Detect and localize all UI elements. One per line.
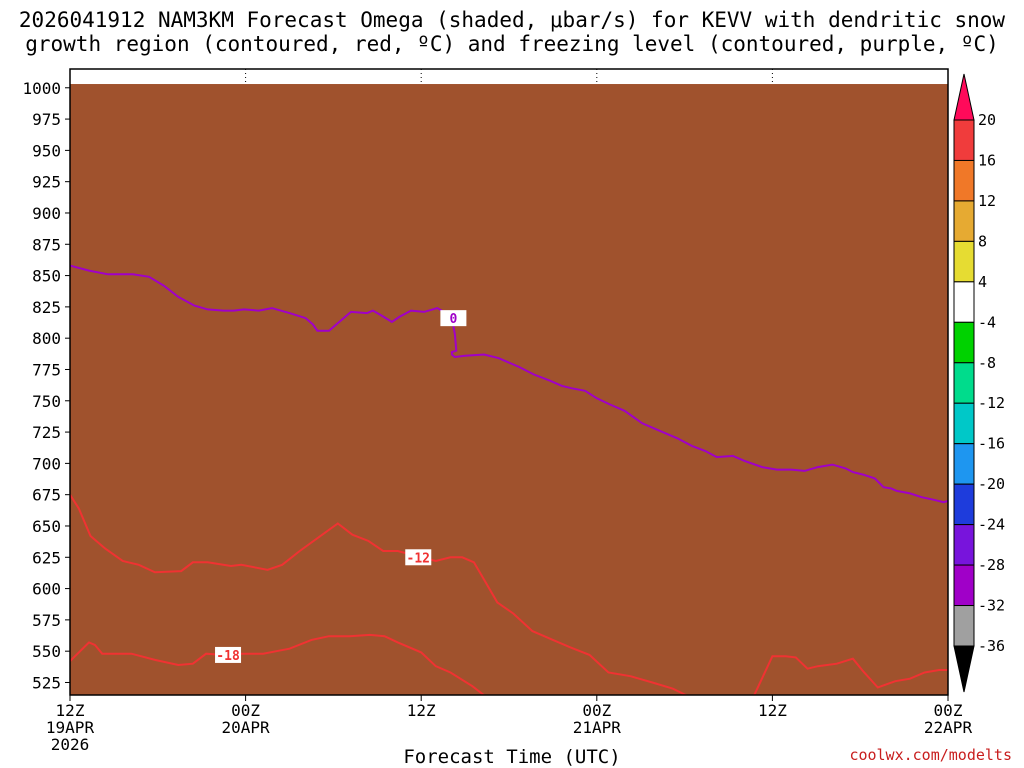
y-tick-label-975: 975: [32, 110, 61, 129]
x-tick-label-0-3: 2026: [51, 735, 90, 754]
y-tick-label-725: 725: [32, 423, 61, 442]
x-tick-label-36-2: 21APR: [573, 718, 622, 737]
dgz-isotherm-label-bg-0: [215, 646, 242, 663]
chart-title-line2: growth region (contoured, red, ºC) and f…: [25, 32, 999, 56]
y-tick-label-800: 800: [32, 329, 61, 348]
colorbar-label-7: -12: [978, 394, 1005, 412]
y-tick-label-925: 925: [32, 173, 61, 192]
y-tick-label-700: 700: [32, 454, 61, 473]
colorbar-label-9: -20: [978, 475, 1005, 493]
plot-frame: [69, 68, 949, 696]
credit-link[interactable]: coolwx.com/modelts: [849, 746, 1012, 764]
contour-lines: -18 -12 0: [70, 264, 948, 695]
x-tick-label-12-2: 20APR: [222, 718, 271, 737]
colorbar-box-11: [953, 524, 975, 566]
colorbar-label-2: 12: [978, 192, 996, 210]
colorbar-label-6: -8: [978, 354, 996, 372]
y-tick-label-625: 625: [32, 548, 61, 567]
x-tick-label-0-2: 19APR: [46, 718, 95, 737]
y-tick-label-900: 900: [32, 204, 61, 223]
colorbar-label-3: 8: [978, 232, 987, 250]
chart-title-line1: 2026041912 NAM3KM Forecast Omega (shaded…: [18, 8, 1006, 32]
y-tick-label-550: 550: [32, 642, 61, 661]
colorbar-box-5: [953, 281, 975, 323]
colorbar-label-1: 16: [978, 151, 996, 169]
freezing-level-line-2: [70, 264, 948, 504]
freezing-level-label-bg-2: [440, 310, 467, 327]
y-tick-label-575: 575: [32, 611, 61, 630]
colorbar-box-13: [953, 605, 975, 647]
colorbar-label-8: -16: [978, 435, 1005, 453]
y-tick-label-600: 600: [32, 580, 61, 599]
colorbar-box-1: [953, 119, 975, 161]
y-tick-label-850: 850: [32, 267, 61, 286]
colorbar-box-10: [953, 483, 975, 526]
y-tick-label-875: 875: [32, 235, 61, 254]
dgz-isotherm-line-0: [70, 633, 486, 695]
x-tick-label-12-1: 00Z: [231, 701, 260, 720]
colorbar-label-12: -32: [978, 597, 1005, 615]
colorbar-label-0: 20: [978, 111, 996, 129]
colorbar-top-arrow: [953, 73, 975, 121]
colorbar-label-13: -36: [978, 637, 1005, 655]
dgz-isotherm-line-1: [70, 494, 948, 695]
y-tick-label-675: 675: [32, 486, 61, 505]
y-tick-label-650: 650: [32, 517, 61, 536]
dgz-isotherm-label-1: -12: [407, 551, 430, 566]
y-tick-label-750: 750: [32, 392, 61, 411]
dgz-isotherm-label-bg-1: [405, 549, 432, 566]
colorbar-box-9: [953, 443, 975, 485]
colorbar-label-10: -24: [978, 516, 1005, 534]
y-tick-label-950: 950: [32, 141, 61, 160]
y-axis: 525 550 575 600 625 650 675 700 725 750 775 800 825 8…: [22, 79, 70, 692]
colorbar-box-4: [953, 240, 975, 283]
colorbar-bottom-arrow: [953, 645, 975, 693]
x-tick-label-24-1: 12Z: [407, 701, 436, 720]
y-tick-label-775: 775: [32, 360, 61, 379]
terrain-surface: [70, 84, 948, 695]
y-tick-label-825: 825: [32, 298, 61, 317]
colorbar-label-4: 4: [978, 273, 987, 291]
colorbar-box-8: [953, 402, 975, 445]
colorbar: 20 16 12 8 4 -4 -8 -12 -16 -20 -24 -28 -32 -36: [953, 73, 1005, 693]
colorbar-label-5: -4: [978, 313, 996, 331]
colorbar-box-3: [953, 200, 975, 242]
y-tick-label-1000: 1000: [22, 79, 61, 98]
x-tick-label-60-1: 00Z: [934, 701, 963, 720]
colorbar-box-12: [953, 564, 975, 607]
colorbar-box-2: [953, 159, 975, 202]
freezing-level-label-2: 0: [449, 312, 457, 327]
x-tick-label-0-1: 12Z: [56, 701, 85, 720]
colorbar-box-7: [953, 362, 975, 404]
x-axis-title: Forecast Time (UTC): [403, 746, 621, 768]
y-tick-label-525: 525: [32, 673, 61, 692]
colorbar-box-6: [953, 321, 975, 364]
x-tick-label-60-2: 22APR: [924, 718, 973, 737]
x-tick-label-36-1: 00Z: [582, 701, 611, 720]
x-tick-label-48-1: 12Z: [758, 701, 787, 720]
dgz-isotherm-label-0: -18: [216, 649, 240, 664]
colorbar-label-11: -28: [978, 556, 1005, 574]
terrain-fill: [70, 84, 948, 695]
